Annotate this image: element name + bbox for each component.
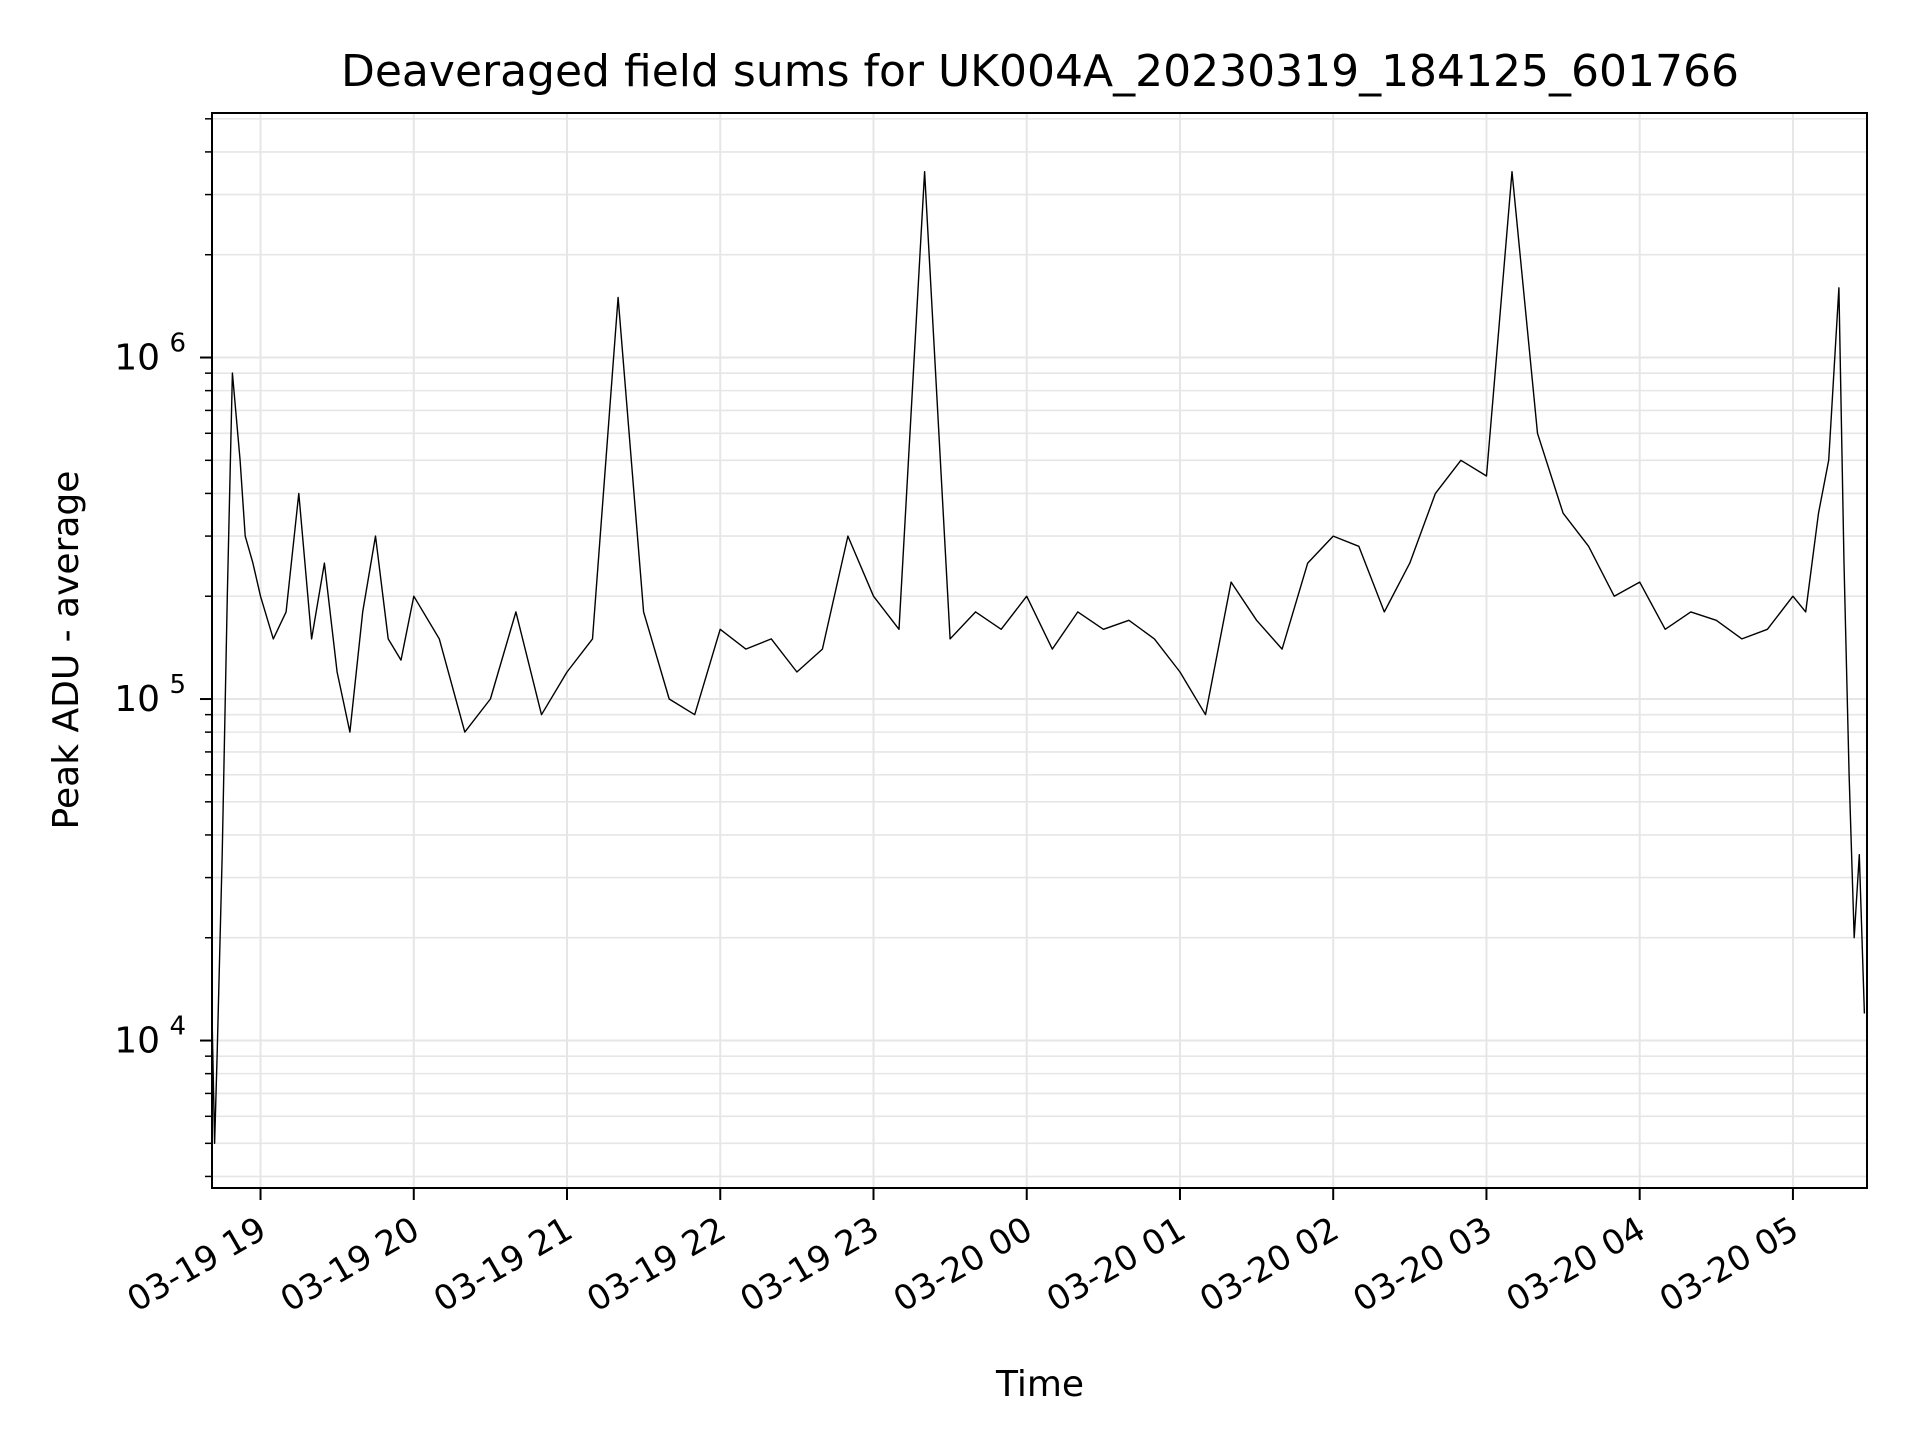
y-tick-exponent: 6 [169, 329, 186, 359]
grid-layer [212, 113, 1867, 1188]
series-layer [211, 170, 1866, 1145]
y-tick-exponent: 4 [169, 1012, 186, 1042]
plot-frame [211, 112, 1868, 1189]
y-axis: 10 4 10 5 10 6 [114, 118, 212, 1178]
y-tick-label: 10 [114, 679, 160, 720]
series-line [211, 170, 1866, 1145]
x-axis-label: Time [995, 1364, 1084, 1405]
y-tick-exponent: 5 [169, 670, 186, 700]
y-tick-label: 10 [114, 1021, 160, 1062]
chart-title: Deaveraged field sums for UK004A_2023031… [341, 46, 1739, 97]
y-tick-label: 10 [114, 338, 160, 379]
y-axis-label: Peak ADU - average [46, 471, 87, 830]
